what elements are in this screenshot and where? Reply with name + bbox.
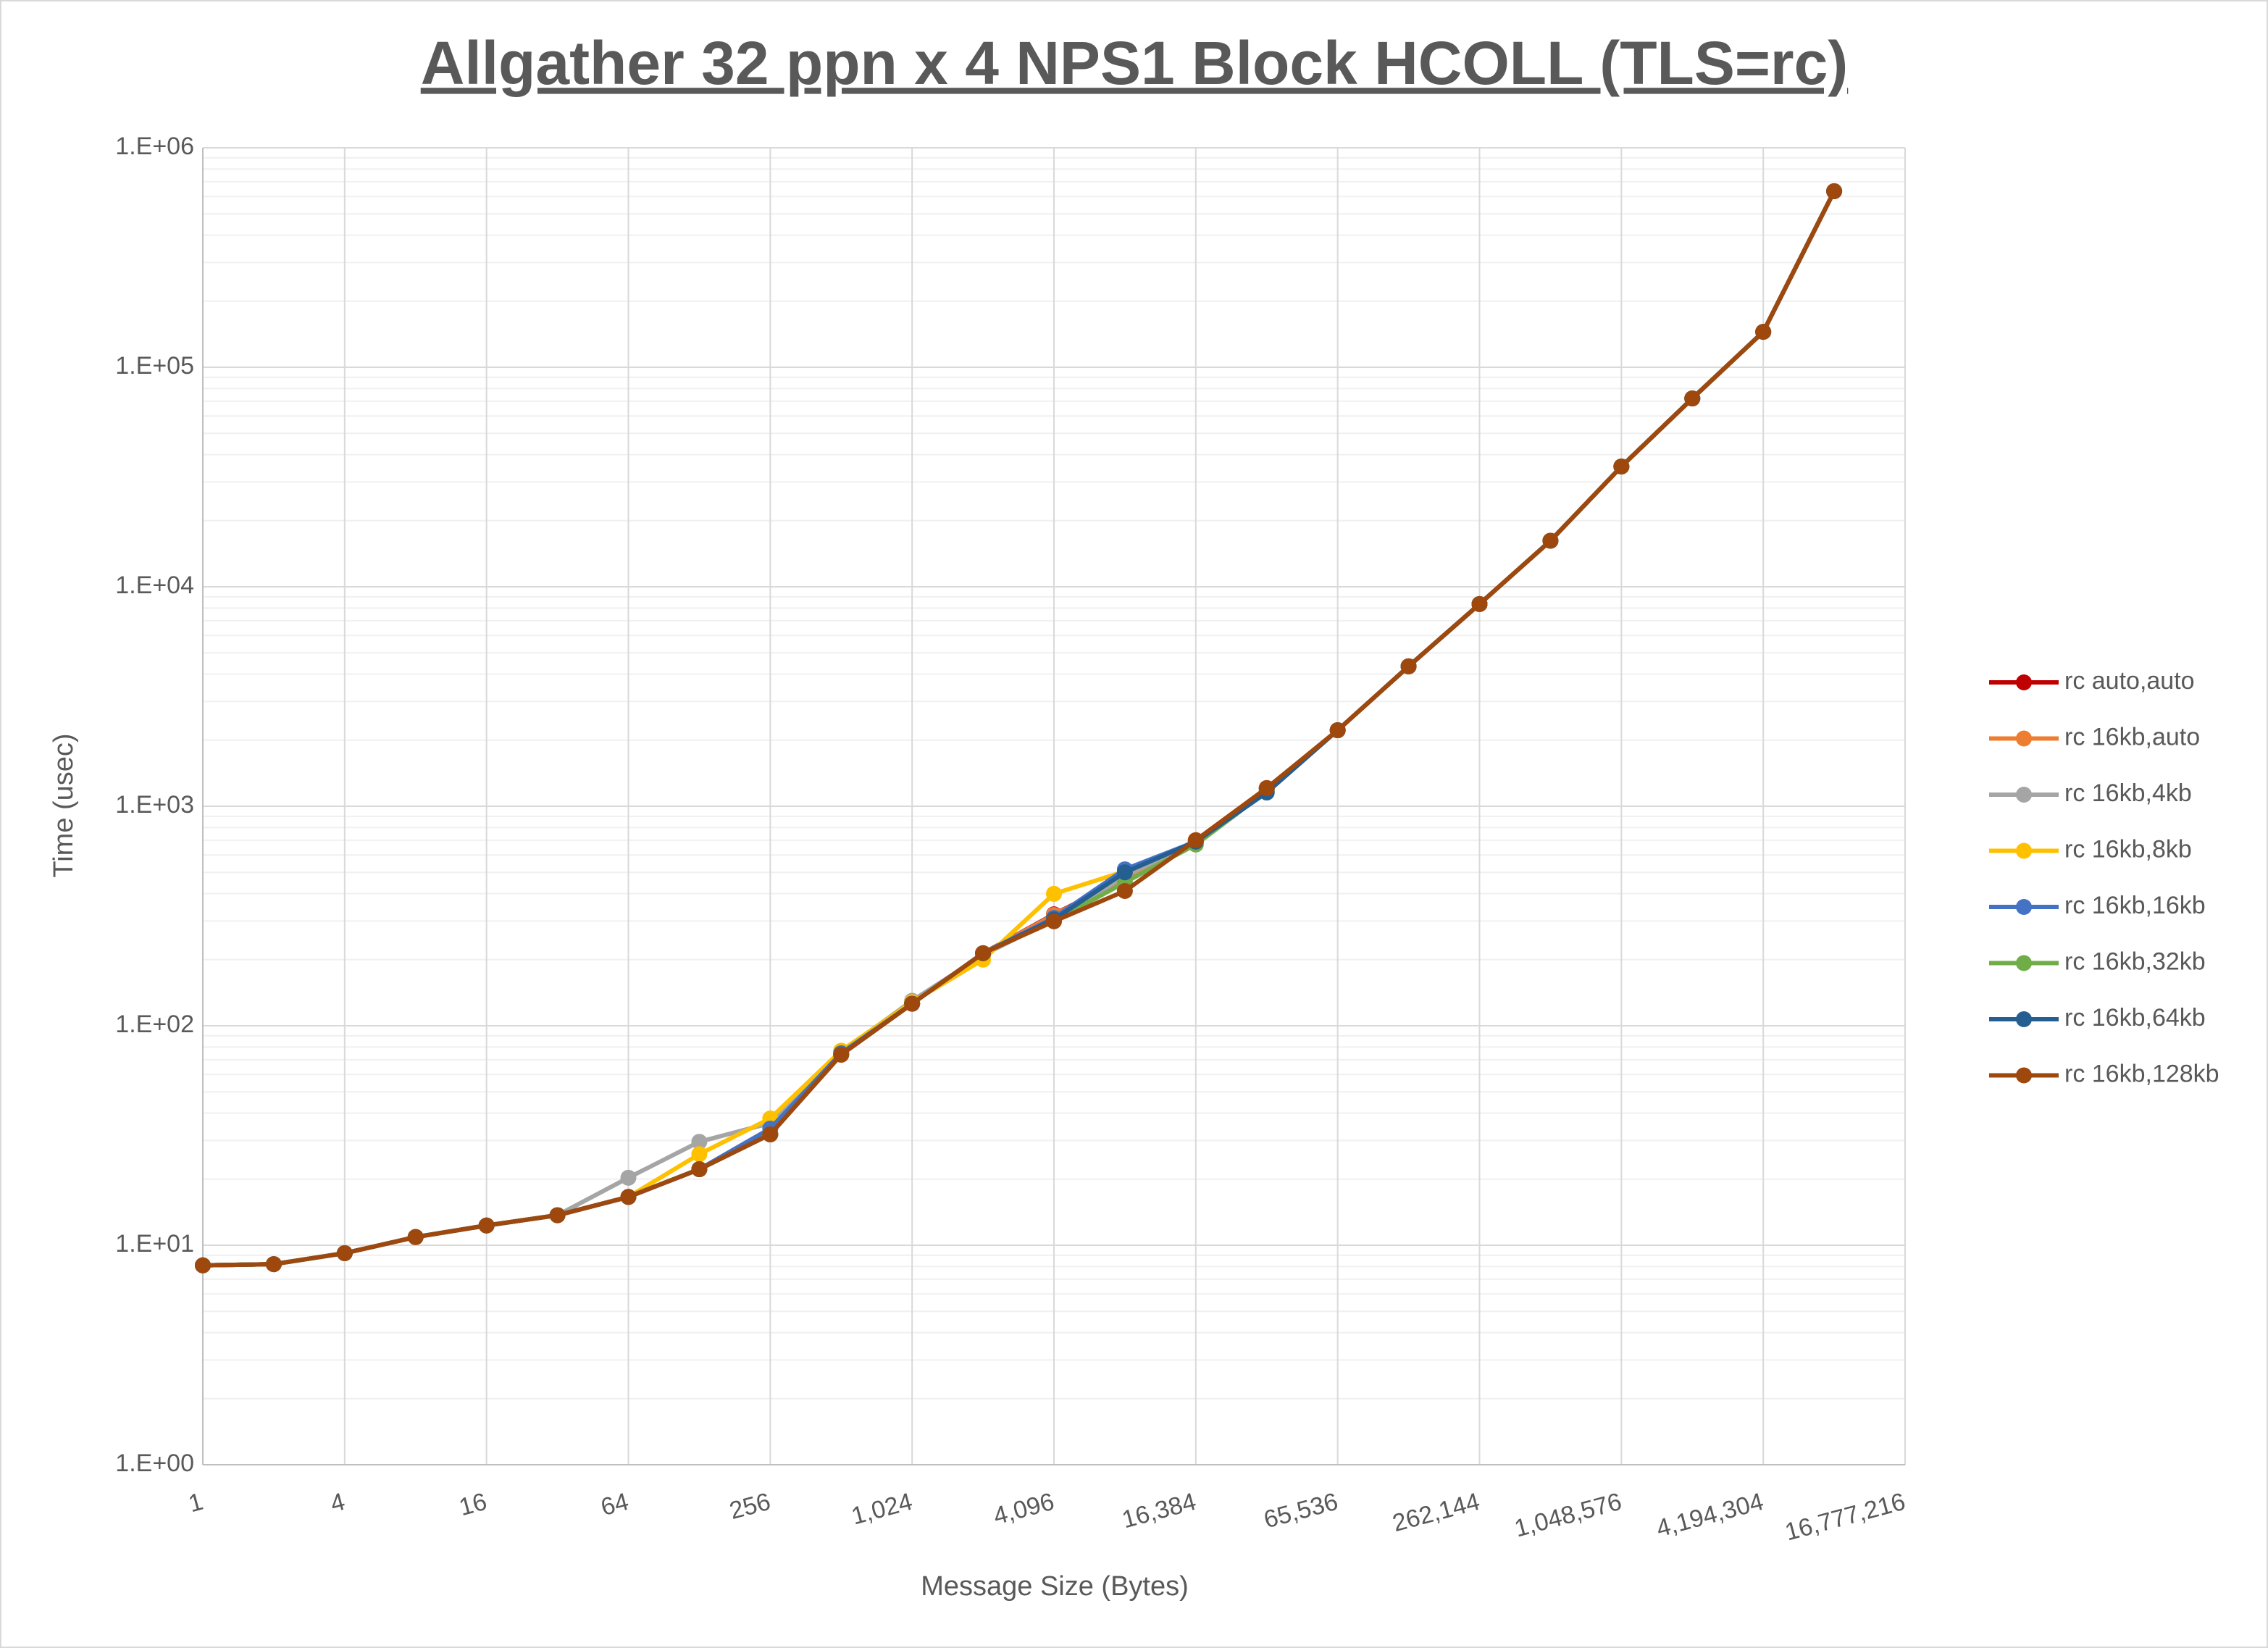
legend-label: rc 16kb,16kb [2064,892,2206,919]
legend-label: rc auto,auto [2064,667,2195,695]
legend-label: rc 16kb,4kb [2064,779,2192,807]
y-tick-label: 1.E+06 [115,133,194,160]
chart-title: Allgather 32 ppn x 4 NPS1 Block HCOLL (T… [421,29,1849,97]
legend-marker [2016,842,2032,859]
data-point [1329,722,1346,739]
data-point [1826,183,1843,199]
series-line [202,190,1836,1268]
data-point [1046,885,1062,902]
y-tick-label: 1.E+00 [115,1450,194,1477]
plot-area [195,183,1843,1273]
grid: 1.E+00 1.E+01 1.E+02 1.E+03 1.E+04 1.E+05 1.E+… [115,133,1908,1546]
legend-label: rc 16kb,32kb [2064,948,2206,975]
data-point [478,1217,495,1234]
data-point [265,1256,282,1273]
legend-marker [2016,674,2032,690]
data-point [1755,324,1772,340]
data-point [1187,832,1204,848]
data-point [195,1257,211,1273]
data-point [975,945,992,961]
y-tick-label: 1.E+03 [115,791,194,819]
x-axis-title: Message Size (Bytes) [921,1571,1189,1602]
legend-marker [2016,730,2032,747]
data-point [1046,913,1062,929]
data-point [620,1189,637,1205]
data-point [336,1245,353,1261]
data-point [1400,658,1417,674]
data-point [904,995,921,1012]
y-tick-label: 1.E+02 [115,1011,194,1038]
data-point [1613,459,1630,475]
y-tick-label: 1.E+05 [115,352,194,380]
data-point [762,1126,779,1142]
data-point [1542,532,1559,549]
legend-label: rc 16kb,64kb [2064,1004,2206,1032]
data-point [691,1161,708,1178]
y-tick-label: 1.E+04 [115,572,194,599]
y-tick-label: 1.E+01 [115,1230,194,1258]
data-point [1258,779,1275,796]
data-point [691,1146,708,1163]
legend-marker [2016,1011,2032,1027]
data-point [620,1169,637,1186]
legend-label: rc 16kb,8kb [2064,835,2192,863]
data-point [833,1046,850,1063]
data-point [407,1229,424,1245]
data-point [691,1134,708,1150]
data-point [1116,864,1133,881]
data-point [549,1207,566,1224]
data-point [1684,390,1701,407]
legend-label: rc 16kb,128kb [2064,1060,2219,1087]
legend-marker [2016,955,2032,971]
y-axis-title: Time (usec) [49,733,79,877]
legend-marker [2016,899,2032,915]
legend-label: rc 16kb,auto [2064,723,2200,750]
legend-marker [2016,787,2032,803]
data-point [1471,595,1488,612]
legend-marker [2016,1067,2032,1084]
legend: rc auto,auto rc 16kb,auto rc 16kb,4kb rc 16… [1989,667,2219,1087]
data-point [1116,883,1133,900]
